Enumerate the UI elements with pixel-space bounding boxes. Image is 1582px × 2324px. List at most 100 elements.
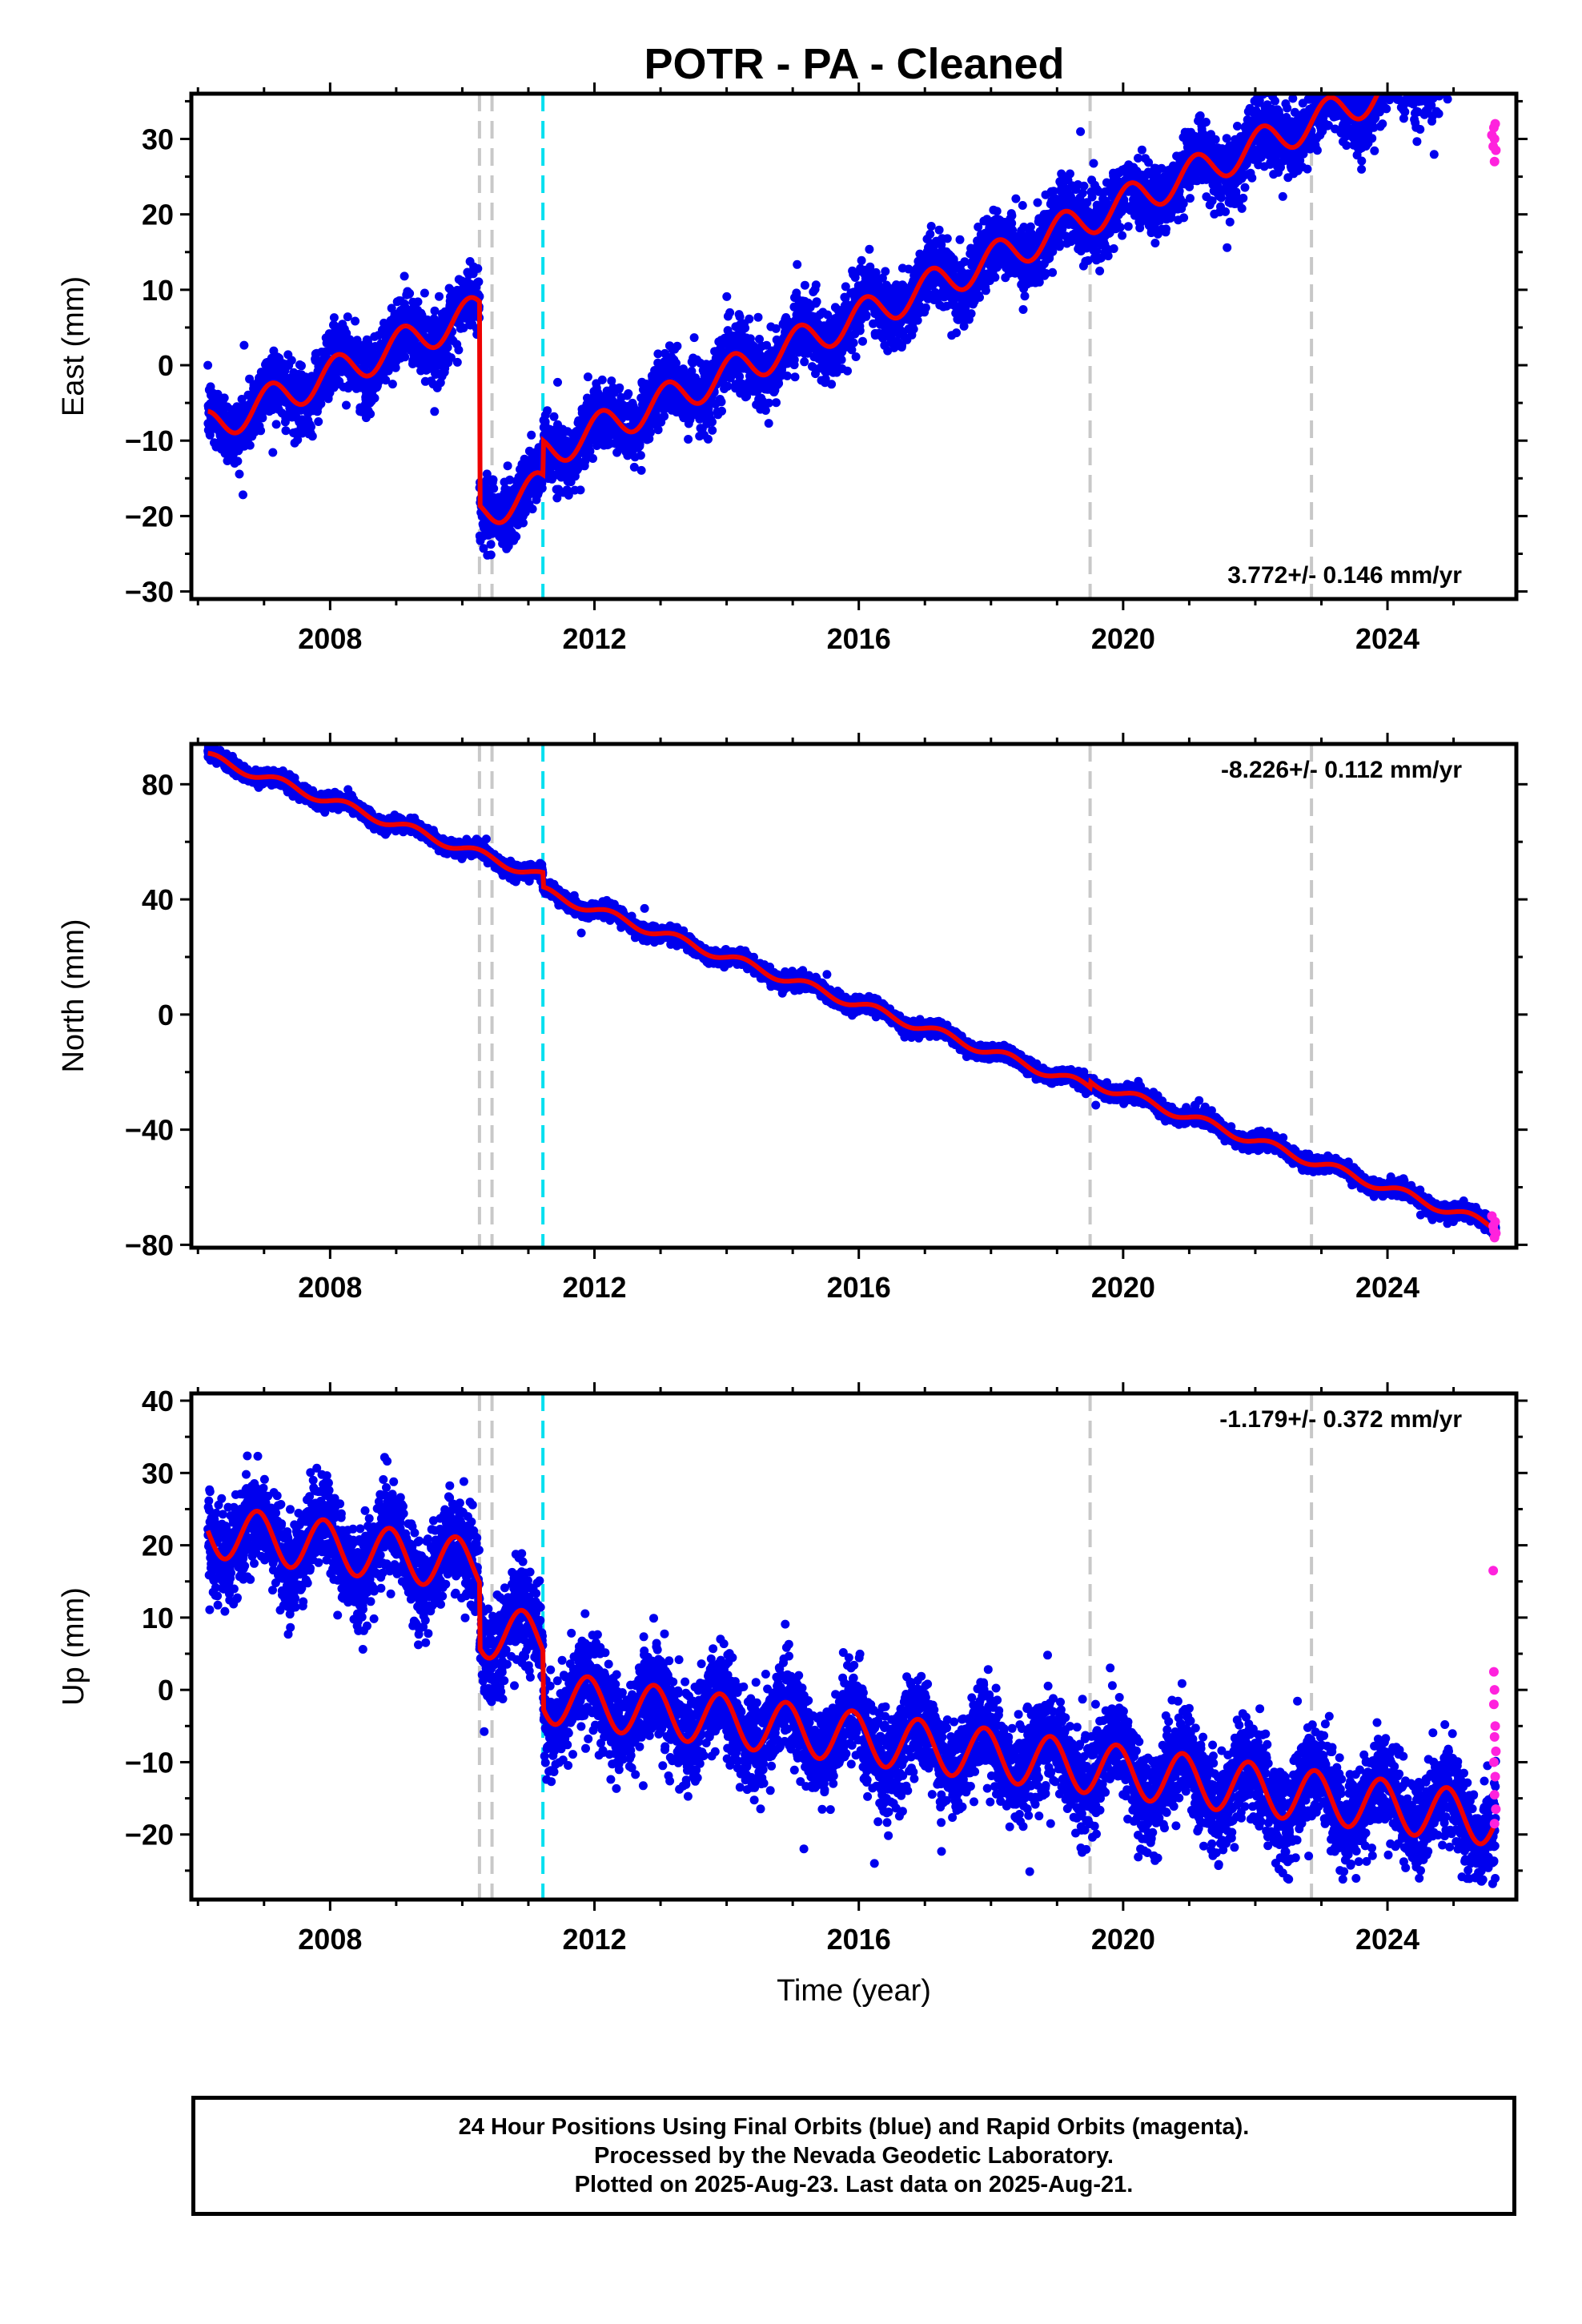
data-point xyxy=(537,484,547,493)
data-point xyxy=(789,355,799,364)
data-point xyxy=(855,326,865,336)
panel-1: 2008 2012 2016 2020 2024−30−20−100102030East… xyxy=(57,82,1528,655)
data-point xyxy=(851,352,861,361)
data-point xyxy=(281,426,291,436)
data-point xyxy=(717,406,726,416)
data-point xyxy=(966,309,976,319)
data-point xyxy=(512,532,521,541)
data-point xyxy=(812,297,821,307)
data-point xyxy=(256,426,266,436)
data-point xyxy=(597,375,607,384)
data-point xyxy=(430,407,440,416)
data-point xyxy=(287,356,296,365)
data-point xyxy=(837,355,846,364)
data-point xyxy=(383,366,393,376)
data-point xyxy=(992,207,1002,216)
data-point xyxy=(723,381,733,391)
data-point xyxy=(420,288,429,298)
data-point xyxy=(689,333,699,343)
data-point xyxy=(1079,181,1089,191)
data-point xyxy=(381,376,391,385)
data-point xyxy=(704,434,713,444)
data-point xyxy=(233,456,243,466)
data-point xyxy=(741,324,750,333)
data-point xyxy=(370,393,379,403)
data-point xyxy=(1011,194,1021,203)
data-point xyxy=(1033,198,1042,207)
data-point xyxy=(413,297,423,307)
data-point xyxy=(909,324,918,334)
data-point xyxy=(921,303,930,312)
data-point xyxy=(942,234,952,243)
data-point xyxy=(489,484,499,493)
data-point xyxy=(486,550,496,560)
data-point xyxy=(717,397,726,407)
data-point xyxy=(843,366,852,376)
data-point xyxy=(653,425,663,435)
data-point xyxy=(800,357,809,367)
data-point xyxy=(343,312,352,322)
data-point xyxy=(351,316,360,326)
data-point xyxy=(1066,169,1074,179)
data-point xyxy=(774,379,784,388)
data-point xyxy=(239,490,247,500)
data-point xyxy=(342,400,351,410)
data-point xyxy=(473,263,483,273)
data-point xyxy=(981,286,990,296)
data-point xyxy=(543,406,552,416)
data-point xyxy=(206,382,215,392)
data-point xyxy=(271,420,281,429)
data-point xyxy=(645,428,655,437)
data-point xyxy=(258,413,267,423)
data-point xyxy=(268,448,278,457)
data-point xyxy=(857,255,866,265)
data-point xyxy=(307,422,315,432)
data-point xyxy=(446,353,456,363)
plot-area xyxy=(203,94,1501,599)
final-orbit-points xyxy=(203,94,1452,560)
data-point xyxy=(528,505,537,514)
data-point xyxy=(615,383,624,392)
data-point xyxy=(934,225,944,235)
data-point xyxy=(366,409,375,419)
data-point xyxy=(913,316,922,325)
data-point xyxy=(400,352,410,362)
data-point xyxy=(624,389,633,398)
data-point xyxy=(725,308,735,317)
data-point xyxy=(430,306,440,316)
data-point xyxy=(865,244,874,254)
data-point xyxy=(790,372,800,382)
data-point xyxy=(926,222,936,231)
data-point xyxy=(505,475,515,485)
data-point xyxy=(293,435,303,444)
data-point xyxy=(745,314,754,324)
data-point xyxy=(452,357,462,367)
data-point xyxy=(576,485,585,495)
data-point xyxy=(636,465,646,475)
data-point xyxy=(926,229,935,239)
data-point xyxy=(307,432,317,441)
data-point xyxy=(782,371,792,380)
data-point xyxy=(772,398,781,408)
data-point xyxy=(435,292,444,301)
data-point xyxy=(1095,266,1105,275)
data-point xyxy=(588,454,597,463)
data-point xyxy=(684,435,693,444)
data-point xyxy=(486,540,496,549)
data-point xyxy=(479,544,488,553)
data-point xyxy=(793,259,802,269)
data-point xyxy=(636,451,645,460)
data-point xyxy=(800,280,809,290)
data-point xyxy=(583,372,592,382)
data-point xyxy=(858,336,867,346)
data-point xyxy=(708,425,717,435)
data-point xyxy=(503,461,512,471)
data-point xyxy=(527,430,536,440)
data-point xyxy=(443,343,452,352)
data-point xyxy=(722,292,732,301)
data-point xyxy=(881,267,890,276)
data-point xyxy=(314,417,323,426)
data-point xyxy=(519,518,528,528)
data-point xyxy=(990,272,1000,282)
data-point xyxy=(1048,267,1058,277)
